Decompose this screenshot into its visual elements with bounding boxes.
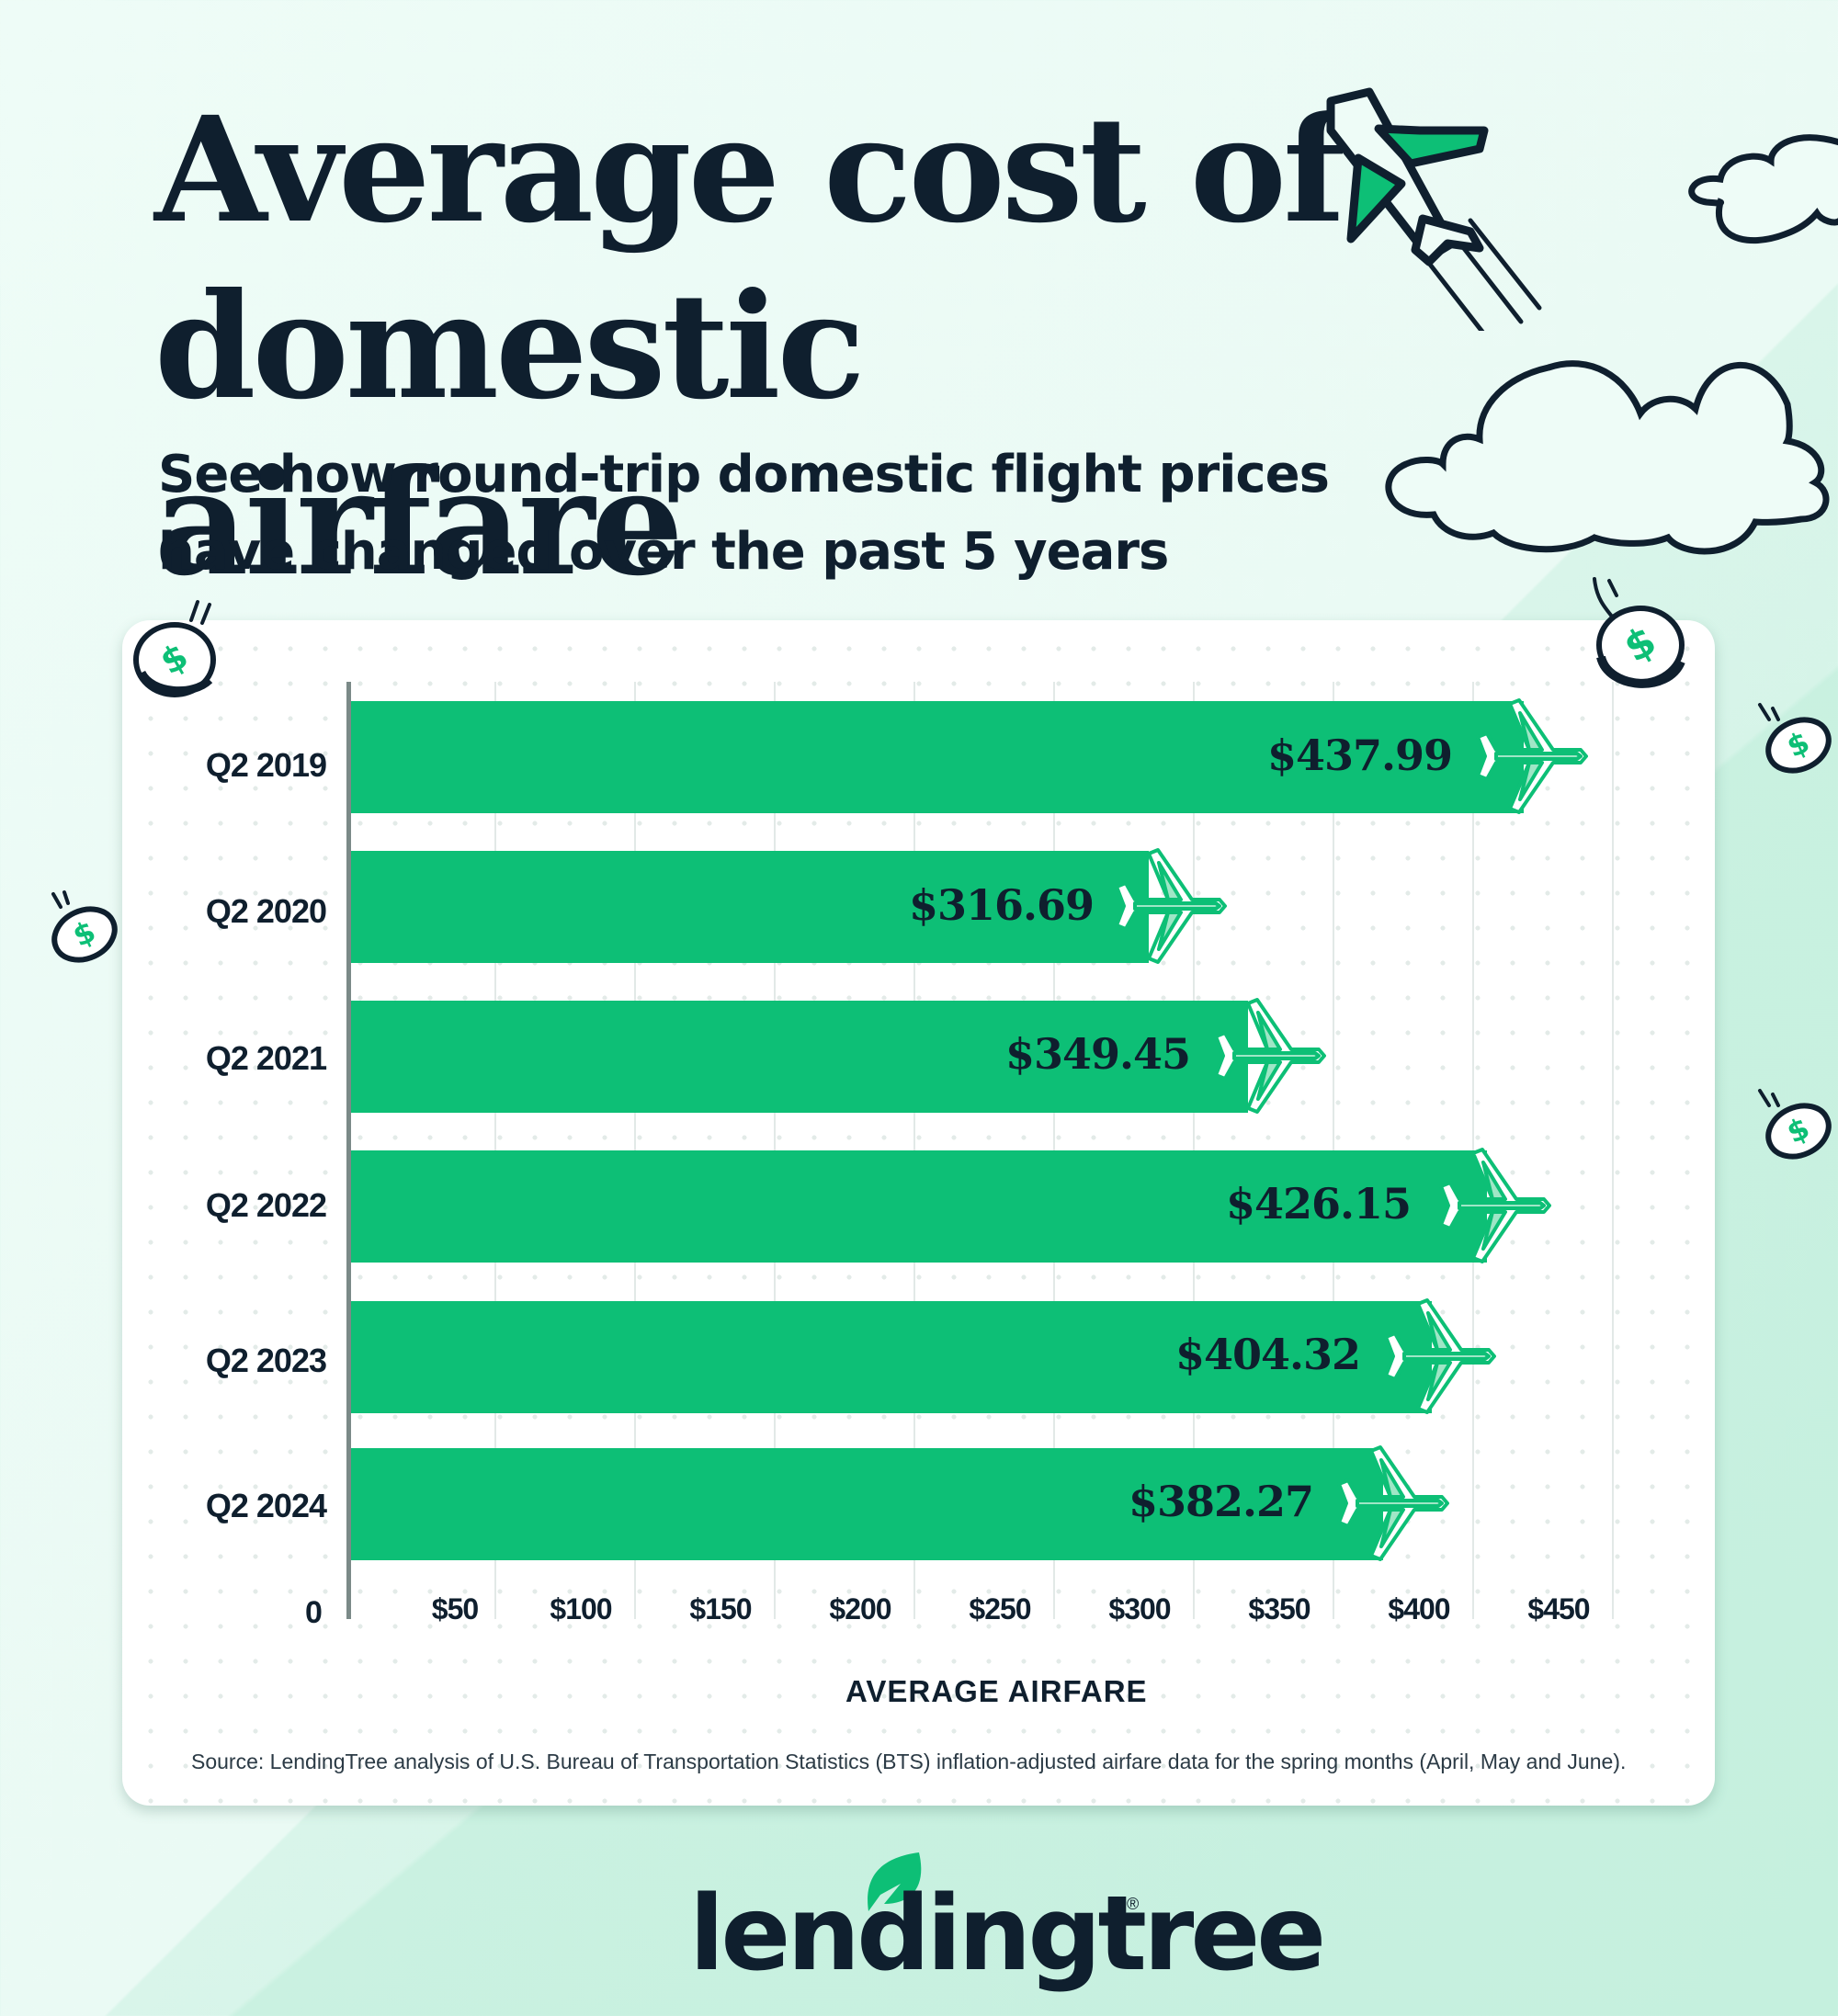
dollar-coin-icon: $ bbox=[133, 600, 216, 697]
category-label: Q2 2020 bbox=[205, 892, 327, 930]
bar-value-label: $382.27 bbox=[1128, 1477, 1314, 1526]
x-tick-label: $350 bbox=[1248, 1592, 1310, 1625]
airplane-takeoff-icon bbox=[1326, 87, 1542, 331]
x-tick-label: $100 bbox=[550, 1592, 612, 1625]
x-tick-label: $450 bbox=[1527, 1592, 1590, 1625]
airplane-icon bbox=[1337, 1445, 1449, 1561]
bar-q2-2022 bbox=[351, 1150, 1487, 1263]
airplane-icon bbox=[1115, 848, 1227, 964]
gridline-450 bbox=[1612, 682, 1614, 1619]
bar-value-label: $426.15 bbox=[1225, 1179, 1412, 1229]
x-axis-title: AVERAGE AIRFARE bbox=[845, 1674, 1148, 1708]
registered-mark: ® bbox=[1127, 1895, 1140, 1913]
bar-value-label: $316.69 bbox=[908, 880, 1095, 930]
bar-q2-2021 bbox=[351, 1001, 1248, 1113]
x-tick-label: $150 bbox=[689, 1592, 752, 1625]
lendingtree-logo: lendingtree ® bbox=[689, 1838, 1326, 1994]
x-tick-label: $200 bbox=[829, 1592, 891, 1625]
y-axis-line bbox=[346, 682, 351, 1619]
source-note: Source: LendingTree analysis of U.S. Bur… bbox=[191, 1750, 1627, 1773]
category-label: Q2 2022 bbox=[205, 1186, 327, 1224]
dollar-coin-icon: $ bbox=[1758, 1089, 1832, 1160]
airplane-icon bbox=[1439, 1148, 1551, 1263]
bar-q2-2024 bbox=[351, 1448, 1383, 1560]
category-label: Q2 2023 bbox=[205, 1342, 327, 1379]
leaf-logo-icon bbox=[868, 1852, 922, 1911]
bar-q2-2020 bbox=[351, 851, 1149, 963]
small-cloud-icon bbox=[1688, 134, 1838, 244]
page-subtitle: See how round-trip domestic flight price… bbox=[158, 445, 1330, 582]
x-tick-label: $400 bbox=[1388, 1592, 1450, 1625]
x-tick-label: $300 bbox=[1108, 1592, 1171, 1625]
category-label: Q2 2024 bbox=[205, 1487, 327, 1524]
airplane-icon bbox=[1214, 998, 1326, 1114]
x-tick-label: 0 bbox=[305, 1595, 323, 1630]
bar-value-label: $437.99 bbox=[1266, 731, 1453, 780]
airplane-icon bbox=[1384, 1298, 1496, 1414]
bar-q2-2019 bbox=[351, 701, 1524, 813]
x-tick-label: $250 bbox=[969, 1592, 1031, 1625]
cloud-icon bbox=[1385, 360, 1830, 555]
bar-value-label: $349.45 bbox=[1004, 1029, 1191, 1079]
airplane-icon bbox=[1476, 698, 1588, 814]
bar-q2-2023 bbox=[351, 1301, 1432, 1413]
category-label: Q2 2019 bbox=[205, 746, 327, 784]
dollar-coin-icon: $ bbox=[51, 890, 118, 963]
dollar-coin-icon: $ bbox=[1758, 703, 1832, 774]
dollar-coin-icon: $ bbox=[1593, 577, 1685, 688]
page-title: Average cost of domestic airfare bbox=[154, 85, 1345, 608]
logo-wordmark: lendingtree bbox=[689, 1874, 1326, 1994]
bar-value-label: $404.32 bbox=[1174, 1330, 1361, 1379]
x-tick-label: $50 bbox=[431, 1592, 479, 1625]
category-label: Q2 2021 bbox=[205, 1039, 327, 1077]
